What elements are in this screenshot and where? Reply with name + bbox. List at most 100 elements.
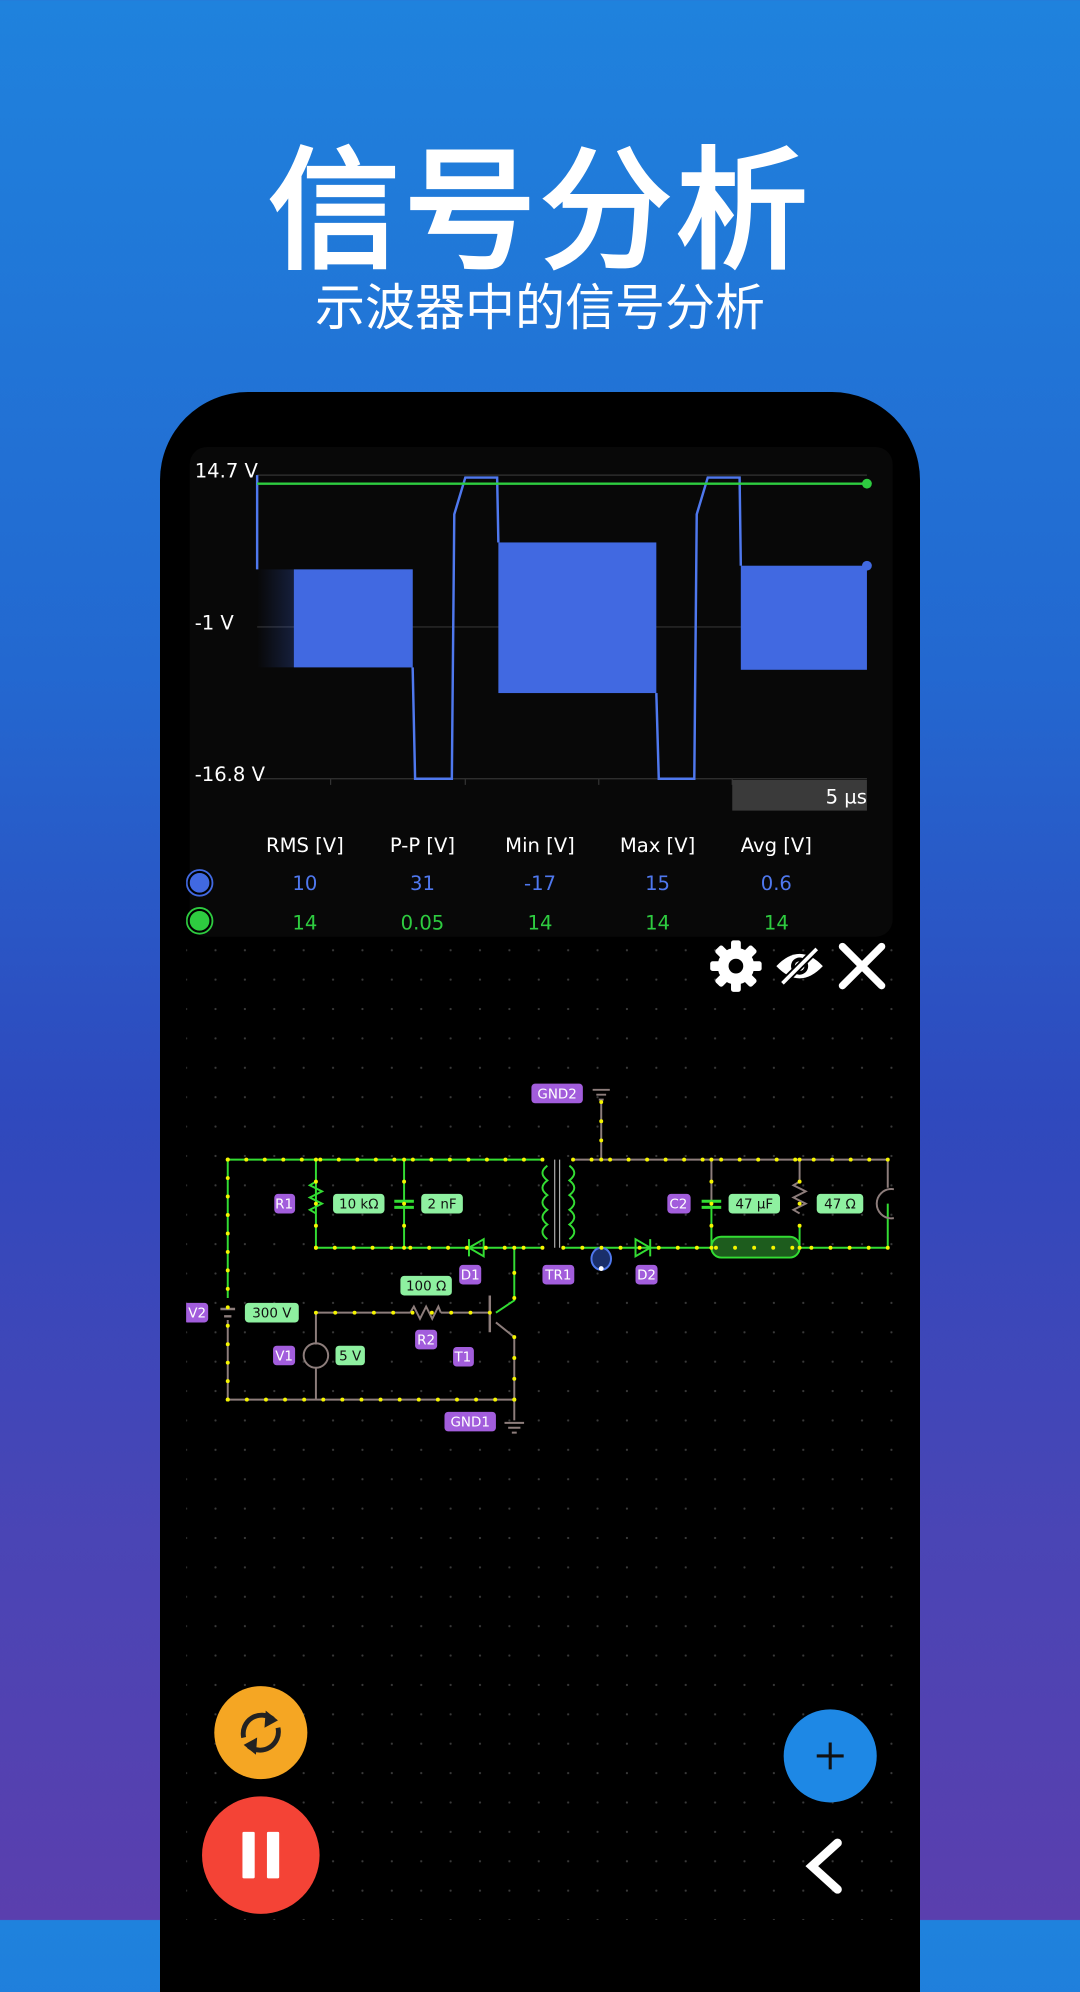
- label-v2[interactable]: V2: [184, 1302, 209, 1323]
- wire-node: [626, 1157, 631, 1162]
- value-r2[interactable]: 100 Ω: [400, 1275, 452, 1296]
- y-label-max: 14.7 V: [195, 460, 259, 483]
- value-load[interactable]: 47 Ω: [816, 1193, 864, 1214]
- wire-node: [225, 1249, 230, 1254]
- wire-node: [521, 1157, 526, 1162]
- value-r1[interactable]: 10 kΩ: [333, 1193, 385, 1214]
- ch1-toggle[interactable]: [187, 870, 212, 896]
- ch2-min: 14: [528, 911, 553, 934]
- add-component-button[interactable]: [783, 1709, 877, 1803]
- value-c2[interactable]: 47 µF: [728, 1193, 780, 1214]
- label-gnd1[interactable]: GND1: [444, 1411, 496, 1432]
- value-v1[interactable]: 5 V: [335, 1345, 365, 1366]
- label-r2[interactable]: R2: [415, 1329, 438, 1350]
- circuit-label-text: C2: [669, 1198, 687, 1213]
- wire-node: [709, 1179, 714, 1184]
- ch2-max: 14: [645, 911, 670, 934]
- wire-node: [225, 1286, 230, 1291]
- oscilloscope-panel[interactable]: 14.7 V -1 V -16.8 V 5 µs RMS [V] P-P [V]…: [186, 446, 893, 937]
- chevron-left-icon[interactable]: [805, 1838, 842, 1894]
- wire-node: [225, 1194, 230, 1199]
- wire-node: [371, 1310, 376, 1315]
- ch2-marker[interactable]: [862, 478, 872, 489]
- gear-icon[interactable]: [710, 940, 762, 992]
- value-v2[interactable]: 300 V: [244, 1302, 299, 1323]
- ch2-toggle[interactable]: [187, 908, 212, 934]
- wire-node: [336, 1157, 341, 1162]
- ch1-band: [740, 565, 867, 670]
- label-r1[interactable]: R1: [274, 1193, 296, 1214]
- stat-header-rms: RMS [V]: [266, 834, 344, 857]
- wire-node: [225, 1157, 230, 1162]
- value-c1[interactable]: 2 nF: [421, 1193, 463, 1214]
- ch1-marker[interactable]: [862, 560, 872, 571]
- wire-node: [321, 1397, 326, 1402]
- ch2-avg: 14: [764, 911, 789, 934]
- diode-d2: [634, 1237, 653, 1259]
- wire-node: [333, 1310, 338, 1315]
- wire-node: [225, 1305, 230, 1310]
- voltage-source-v1: [302, 1342, 330, 1369]
- wire-node: [225, 1213, 230, 1217]
- wire-node: [512, 1335, 517, 1340]
- wire-node: [675, 1245, 680, 1250]
- wire-node: [484, 1157, 489, 1162]
- wire-node: [512, 1356, 517, 1360]
- wire-node: [599, 1100, 604, 1104]
- label-d2[interactable]: D2: [635, 1264, 658, 1285]
- circuit-label-text: V2: [188, 1307, 206, 1322]
- wire-node: [449, 1310, 454, 1315]
- label-gnd2[interactable]: GND2: [531, 1083, 583, 1104]
- circuit-label-text: D1: [461, 1269, 480, 1284]
- label-tr1[interactable]: TR1: [542, 1264, 575, 1285]
- label-c2[interactable]: C2: [667, 1193, 691, 1214]
- wire-node: [302, 1397, 307, 1402]
- wire-node: [427, 1245, 432, 1250]
- wire-node: [464, 1245, 469, 1250]
- transformer-coils: [541, 1164, 576, 1240]
- ch1-band: [498, 542, 657, 694]
- wire-node: [466, 1157, 471, 1162]
- refresh-button[interactable]: [214, 1686, 308, 1780]
- wire-node: [435, 1397, 440, 1402]
- wire-node: [512, 1397, 517, 1402]
- wire-node: [389, 1245, 394, 1250]
- wire-node: [502, 1245, 507, 1250]
- circuit-label-text: T1: [453, 1351, 471, 1366]
- wire-node: [599, 1138, 604, 1143]
- pause-button[interactable]: [202, 1796, 320, 1914]
- wire-node: [408, 1245, 413, 1250]
- circuit-label-text: D2: [637, 1269, 656, 1284]
- close-icon[interactable]: [838, 942, 886, 990]
- wire-node: [512, 1296, 517, 1300]
- wire-node: [503, 1157, 508, 1162]
- wire-node: [790, 1245, 795, 1250]
- circuit-label-text: 47 Ω: [824, 1198, 856, 1213]
- wire-node: [608, 1157, 613, 1162]
- wire-node: [373, 1157, 378, 1162]
- wire-node: [244, 1157, 249, 1162]
- circuit-diagram[interactable]: [220, 1088, 906, 1434]
- label-v1[interactable]: V1: [273, 1345, 296, 1366]
- circuit-label-text: GND1: [450, 1416, 489, 1431]
- wire-node: [797, 1245, 802, 1250]
- wire-node: [618, 1245, 623, 1250]
- circuit-label-text: V1: [275, 1349, 293, 1364]
- wire-node: [455, 1397, 459, 1402]
- wire-node: [355, 1157, 360, 1162]
- eye-off-icon[interactable]: [776, 946, 823, 986]
- ch1-max: 15: [645, 872, 670, 895]
- label-t1[interactable]: T1: [453, 1346, 474, 1367]
- ch1-pp: 31: [410, 872, 435, 895]
- wire-node: [402, 1245, 407, 1250]
- wire-node: [340, 1397, 345, 1402]
- wire-node: [493, 1397, 498, 1402]
- wire-node: [830, 1157, 835, 1162]
- label-d1[interactable]: D1: [459, 1264, 482, 1285]
- wire-node: [589, 1157, 594, 1162]
- time-scale: 5 µs: [826, 785, 867, 808]
- ch1-rms: 10: [292, 872, 317, 895]
- capacitor-c2: [701, 1199, 722, 1209]
- wire-node: [225, 1360, 230, 1365]
- wire-node: [599, 1157, 604, 1162]
